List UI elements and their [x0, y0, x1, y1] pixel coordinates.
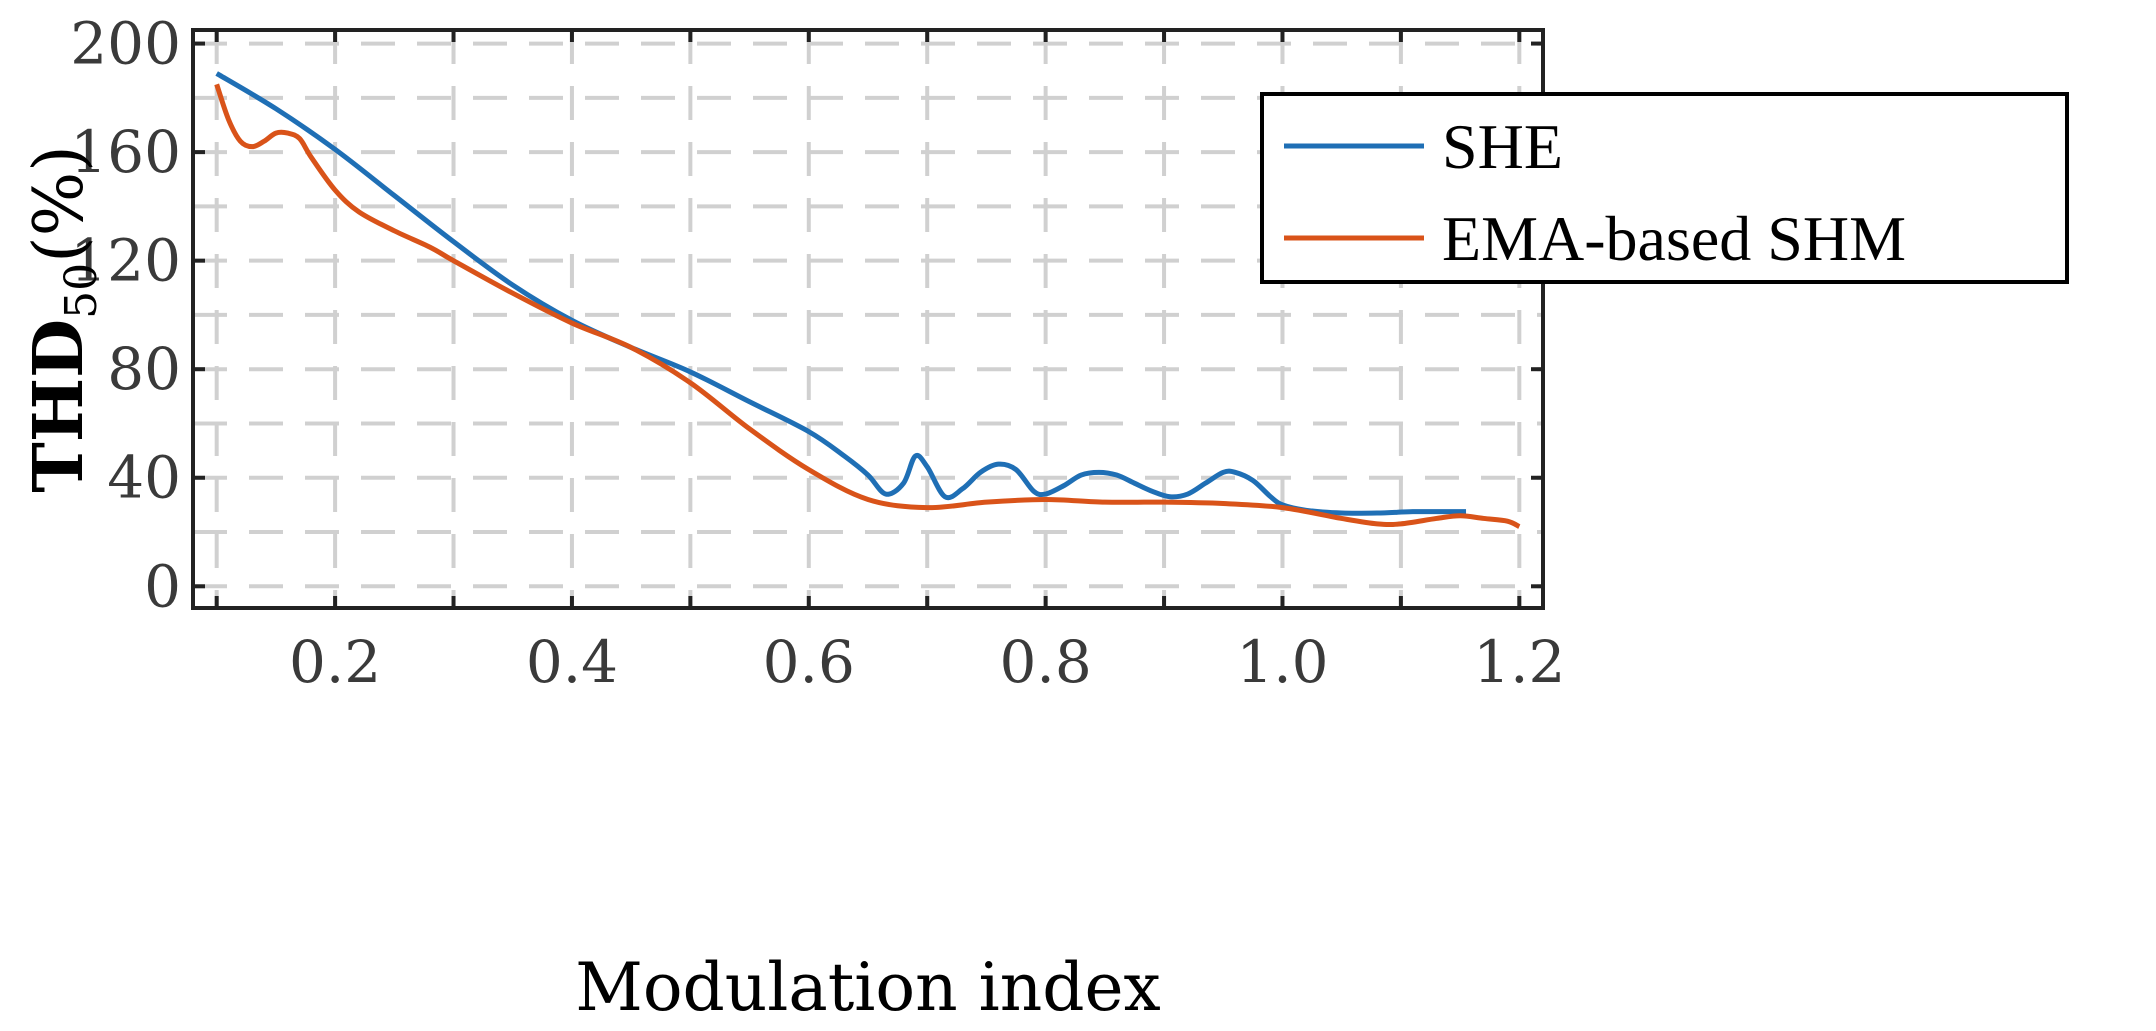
x-tick-label: 0.6: [763, 628, 855, 696]
legend-label-ema-shm: EMA-based SHM: [1442, 203, 1906, 274]
plot-frame: [191, 28, 1545, 610]
legend-box: [1260, 92, 2069, 284]
legend: SHE EMA-based SHM: [1260, 92, 2069, 284]
y-tick-label: 80: [107, 335, 181, 403]
grid: [193, 30, 1543, 608]
x-tick-label: 0.8: [1000, 628, 1092, 696]
legend-label-she: SHE: [1442, 111, 1563, 182]
x-tick-label: 1.2: [1473, 628, 1565, 696]
x-axis-title: Modulation index: [575, 949, 1161, 1026]
x-tick-label: 0.2: [289, 628, 381, 696]
series-line-ema-shm: [214, 83, 1521, 529]
x-tick-label: 1.0: [1236, 628, 1328, 696]
y-tick-label: 40: [107, 444, 181, 512]
tick-group: 0.2 0.4 0.6 0.8 1.0 1.2 0 40 80 120 160 200: [70, 10, 1565, 696]
y-axis-title-sub: 50: [56, 263, 107, 319]
series-group: [214, 71, 1521, 529]
y-axis-title-main: THD: [19, 319, 99, 493]
y-axis-title: THD50(%): [19, 145, 107, 493]
y-tick-label: 200: [70, 10, 181, 78]
y-tick-label: 160: [70, 118, 181, 186]
y-tick-label: 120: [70, 227, 181, 295]
x-tick-label: 0.4: [526, 628, 618, 696]
y-tick-label: 0: [144, 552, 181, 620]
y-axis-title-unit: (%): [20, 145, 99, 263]
